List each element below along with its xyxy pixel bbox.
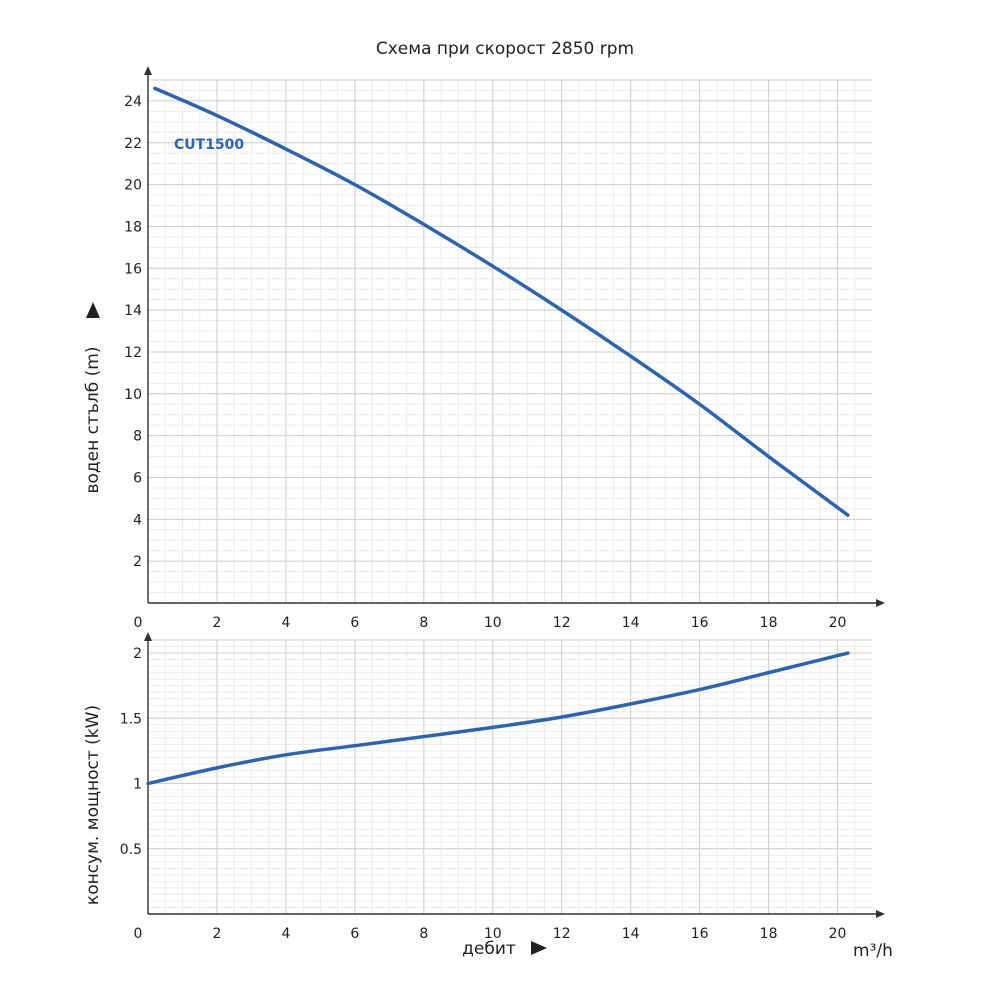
head-y-tick-label: 22 (124, 136, 142, 152)
power-x-tick-label: 12 (553, 926, 571, 942)
power-y-tick-label: 2 (133, 646, 142, 662)
power-x-tick-label: 14 (622, 926, 640, 942)
head-x-tick-label: 8 (419, 615, 428, 631)
head-y-tick-label: 10 (124, 387, 142, 403)
power-x-tick-label: 8 (419, 926, 428, 942)
head-y-axis-arrow-icon (144, 66, 152, 75)
head-x-tick-label: 16 (691, 615, 709, 631)
flow-unit-label: m³/h (853, 941, 893, 961)
power-x-tick-label: 18 (760, 926, 778, 942)
head-y-tick-label: 8 (133, 429, 142, 445)
power-x-tick-label: 0 (134, 926, 143, 942)
axis-layer (144, 66, 885, 918)
flow-axis-arrow-icon (531, 941, 547, 955)
head-series-label: CUT1500 (174, 137, 244, 153)
head-x-tick-label: 0 (134, 615, 143, 631)
head-y-tick-label: 2 (133, 554, 142, 570)
head-x-tick-label: 10 (484, 615, 502, 631)
power-axis-label: консум. мощност (kW) (83, 705, 103, 905)
power-x-axis-arrow-icon (876, 910, 885, 918)
power-y-tick-label: 1.5 (120, 711, 142, 727)
head-x-tick-label: 2 (212, 615, 221, 631)
head-x-tick-label: 6 (350, 615, 359, 631)
chart-title: Схема при скорост 2850 rpm (376, 39, 634, 59)
head-axis-arrow-icon (86, 302, 100, 318)
power-x-tick-label: 4 (281, 926, 290, 942)
head-y-tick-label: 20 (124, 178, 142, 194)
power-y-tick-label: 1 (133, 777, 142, 793)
head-y-tick-label: 16 (124, 261, 142, 277)
power-x-tick-label: 16 (691, 926, 709, 942)
head-x-tick-label: 18 (760, 615, 778, 631)
power-y-axis-arrow-icon (144, 632, 152, 641)
power-x-tick-label: 6 (350, 926, 359, 942)
power-x-tick-label: 2 (212, 926, 221, 942)
head-y-tick-label: 12 (124, 345, 142, 361)
head-x-tick-label: 20 (829, 615, 847, 631)
power-y-tick-label: 0.5 (120, 842, 142, 858)
head-y-tick-label: 24 (124, 94, 142, 110)
head-y-tick-label: 4 (133, 512, 142, 528)
power-x-tick-label: 20 (829, 926, 847, 942)
grid-layer (148, 79, 872, 914)
head-x-tick-label: 4 (281, 615, 290, 631)
flow-axis-label: дебит (462, 939, 516, 959)
head-y-tick-label: 18 (124, 219, 142, 235)
head-y-tick-label: 14 (124, 303, 142, 319)
head-axis-label: воден стълб (m) (83, 347, 103, 494)
head-x-tick-label: 14 (622, 615, 640, 631)
head-x-axis-arrow-icon (876, 599, 885, 607)
power-x-tick-label: 10 (484, 926, 502, 942)
curve-layer: CUT1500 (146, 86, 850, 786)
head-x-tick-label: 12 (553, 615, 571, 631)
head-y-tick-label: 6 (133, 470, 142, 486)
power-curve-line (146, 651, 850, 786)
head-curve-line (153, 86, 850, 517)
